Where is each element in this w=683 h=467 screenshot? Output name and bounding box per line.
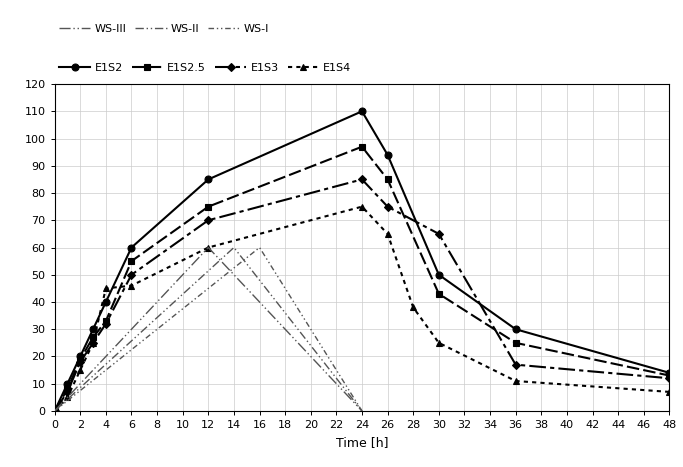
X-axis label: Time [h]: Time [h] [336,436,388,448]
Legend: WS-III, WS-II, WS-I: WS-III, WS-II, WS-I [55,20,274,38]
